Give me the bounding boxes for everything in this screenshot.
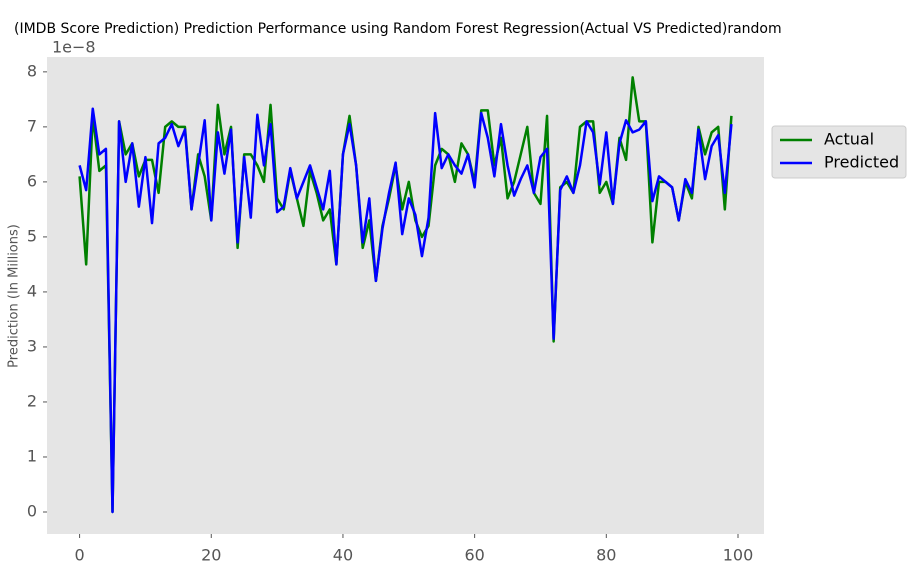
- y-tick-label: 0: [27, 501, 37, 520]
- y-axis-label: Prediction (In Millions): [7, 224, 22, 368]
- x-tick-label: 0: [74, 546, 84, 565]
- x-tick-label: 80: [596, 546, 616, 565]
- y-tick-label: 2: [27, 391, 37, 410]
- y-tick-label: 4: [27, 281, 37, 300]
- y-tick-label: 6: [27, 171, 37, 190]
- chart-title: (IMDB Score Prediction) Prediction Perfo…: [14, 21, 782, 37]
- x-tick-label: 100: [723, 546, 754, 565]
- y-tick-label: 7: [27, 116, 37, 135]
- x-tick-label: 20: [201, 546, 221, 565]
- legend-label: Actual: [824, 130, 874, 149]
- legend-label: Predicted: [824, 153, 899, 172]
- x-tick-label: 60: [464, 546, 484, 565]
- y-tick-label: 5: [27, 226, 37, 245]
- y-offset-label: 1e−8: [52, 38, 96, 57]
- y-tick-label: 1: [27, 446, 37, 465]
- y-tick-label: 3: [27, 336, 37, 355]
- plot-area: [47, 57, 764, 534]
- y-tick-label: 8: [27, 61, 37, 80]
- series-line: [78, 107, 733, 514]
- x-tick-label: 40: [333, 546, 353, 565]
